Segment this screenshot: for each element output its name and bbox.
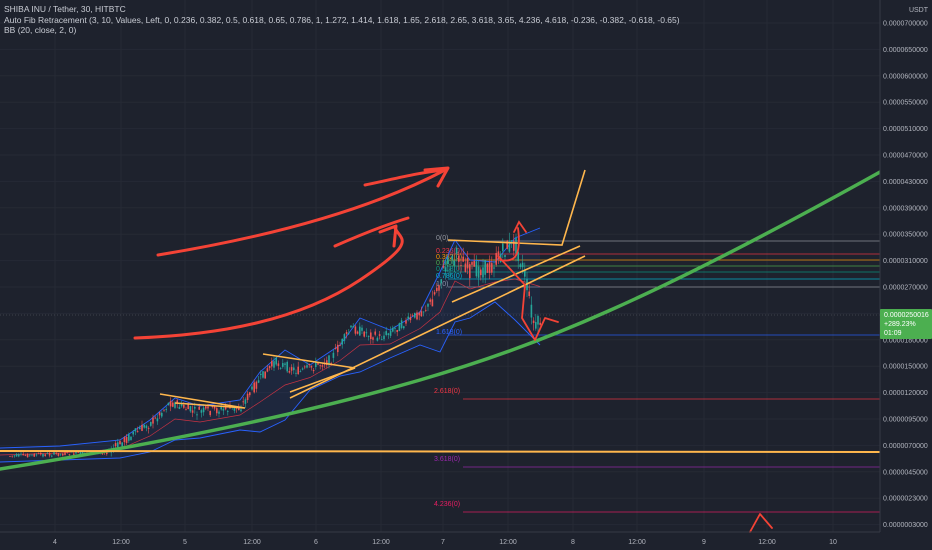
time-tick-label: 10 <box>829 539 837 546</box>
fib-label: 0.786(0) <box>436 273 462 280</box>
price-tick-label: 0.0000180000 <box>883 337 928 344</box>
price-axis[interactable]: USDT 0.0000700000 0.0000650000 0.0000600000… <box>879 0 932 550</box>
current-price-badge <box>880 309 932 339</box>
fib-label: 4.236(0) <box>434 501 460 508</box>
fib-indicator-label[interactable]: Auto Fib Retracement (3, 10, Values, Lef… <box>4 14 680 25</box>
time-axis[interactable]: 4 12:00 5 12:00 6 12:00 7 12:00 8 12:00 9 12:00 10 <box>0 531 880 546</box>
price-axis-bg <box>880 0 932 550</box>
fib-levels: 0(0) 0.236(0)0.382(0)0.5(0)0.618(0)0.786(… <box>434 235 880 513</box>
price-axis-currency: USDT <box>909 7 929 14</box>
bb-indicator-label[interactable]: BB (20, close, 2, 0) <box>4 25 77 35</box>
price-tick-label: 0.0000650000 <box>883 47 928 54</box>
time-tick-label: 12:00 <box>628 539 646 546</box>
price-tick-label: 0.0000600000 <box>883 73 928 80</box>
legend: SHIBA INU / Tether, 30, HITBTC Auto Fib … <box>4 4 680 36</box>
symbol-title[interactable]: SHIBA INU / Tether, 30, HITBTC <box>4 4 126 14</box>
price-tick-label: 0.0000095000 <box>883 417 928 424</box>
fib-label: 1(0) <box>436 281 448 288</box>
time-tick-label: 12:00 <box>372 539 390 546</box>
price-tick-label: 0.0000120000 <box>883 390 928 397</box>
price-tick-label: 0.0000390000 <box>883 205 928 212</box>
price-tick-label: 0.0000470000 <box>883 153 928 160</box>
current-price-change: +289.23% <box>884 321 916 328</box>
price-tick-label: 0.0000350000 <box>883 232 928 239</box>
time-tick-label: 8 <box>571 539 575 546</box>
time-tick-label: 12:00 <box>758 539 776 546</box>
fib-label: 0.5(0) <box>436 260 454 267</box>
fib-label: 0(0) <box>436 235 448 242</box>
time-tick-label: 12:00 <box>112 539 130 546</box>
fib-label: 0.618(0) <box>436 266 462 273</box>
price-tick-label: 0.0000070000 <box>883 443 928 450</box>
price-tick-label: 0.0000045000 <box>883 469 928 476</box>
time-tick-label: 12:00 <box>499 539 517 546</box>
price-tick-label: 0.0000270000 <box>883 285 928 292</box>
time-tick-label: 9 <box>702 539 706 546</box>
price-tick-label: 0.0000150000 <box>883 364 928 371</box>
price-tick-label: 0.0000550000 <box>883 100 928 107</box>
price-tick-label: 0.0000430000 <box>883 179 928 186</box>
fib-label: 3.618(0) <box>434 456 460 463</box>
price-tick-label: 0.0000510000 <box>883 126 928 133</box>
drawings <box>0 166 882 533</box>
price-tick-label: 0.0000310000 <box>883 258 928 265</box>
fib-label: 0.236(0) <box>436 248 462 255</box>
price-tick-label: 0.0000700000 <box>883 21 928 28</box>
time-tick-label: 7 <box>441 539 445 546</box>
current-price-value: 0.0000250016 <box>884 312 929 319</box>
fib-label: 0.382(0) <box>436 254 462 261</box>
price-tick-label: 0.0000023000 <box>883 496 928 503</box>
fib-label: 1.618(0) <box>436 329 462 336</box>
time-tick-label: 4 <box>53 539 57 546</box>
time-tick-label: 5 <box>183 539 187 546</box>
fib-label: 2.618(0) <box>434 388 460 395</box>
bar-countdown: 01:09 <box>884 330 902 337</box>
time-tick-label: 12:00 <box>243 539 261 546</box>
time-tick-label: 6 <box>314 539 318 546</box>
price-tick-label: 0.0000003000 <box>883 522 928 529</box>
